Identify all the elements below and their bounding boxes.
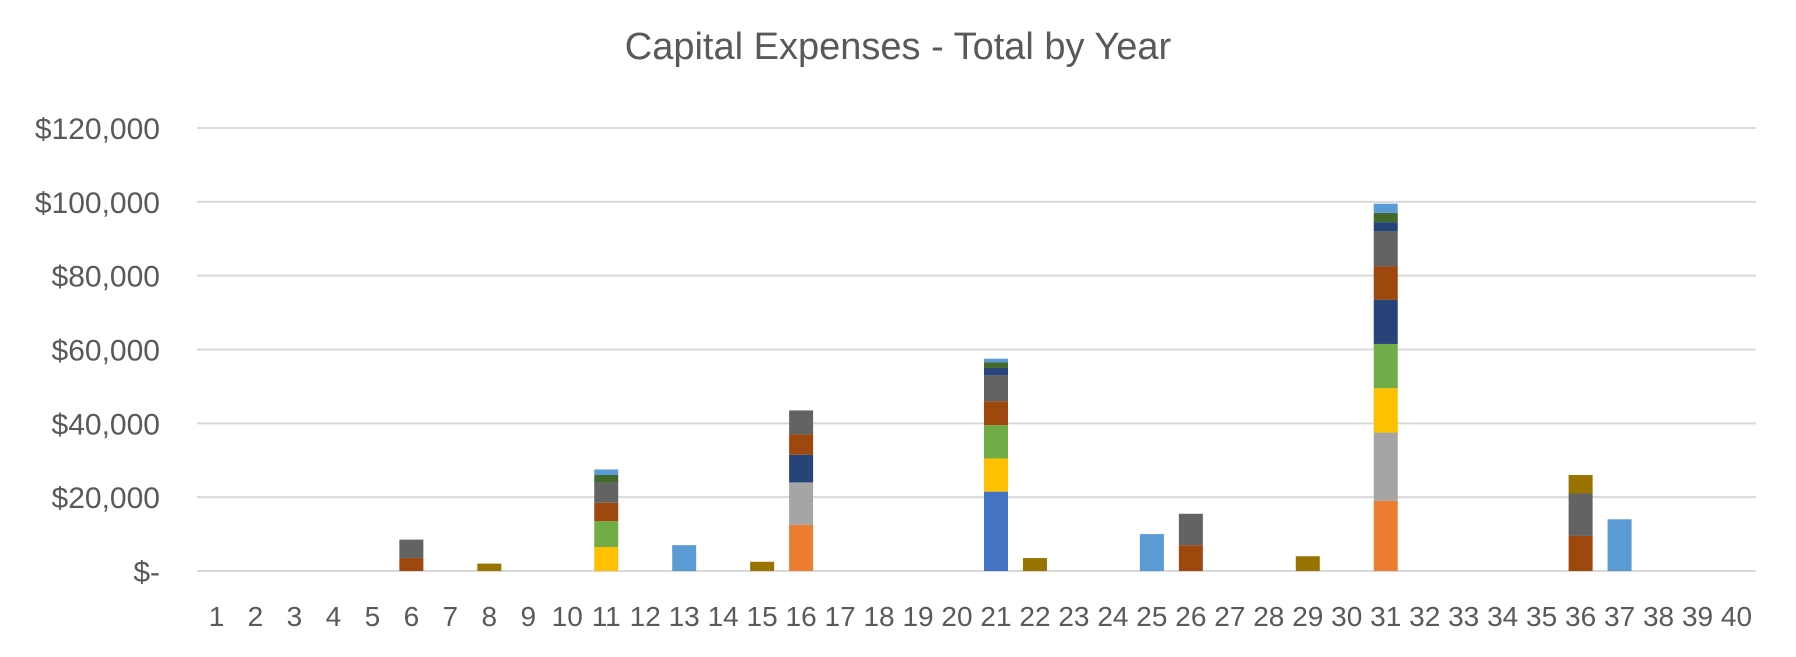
bar-segment [672, 545, 697, 571]
bar-segment [1373, 231, 1398, 267]
x-tick-label: 30 [1331, 601, 1362, 632]
bar-segment [1139, 534, 1164, 571]
bar-segment [1373, 299, 1398, 344]
bar-segment [594, 547, 619, 571]
bar-segment [1373, 266, 1398, 300]
bar-segment [789, 434, 814, 455]
bar-segment [983, 491, 1008, 571]
x-tick-label: 26 [1175, 601, 1206, 632]
bar-segment [789, 482, 814, 525]
y-tick-label: $60,000 [52, 335, 160, 368]
y-tick-label: $100,000 [35, 187, 160, 220]
bars [399, 203, 1632, 571]
bar-segment [983, 425, 1008, 459]
bar-segment [1373, 432, 1398, 501]
bar-segment [1373, 203, 1398, 213]
x-tick-label: 35 [1526, 601, 1557, 632]
y-tick-label: $120,000 [35, 113, 160, 146]
bar-segment [399, 558, 424, 571]
x-tick-label: 12 [630, 601, 661, 632]
bar-segment [789, 524, 814, 571]
x-tick-label: 40 [1721, 601, 1752, 632]
x-tick-label: 20 [941, 601, 972, 632]
x-tick-label: 27 [1214, 601, 1245, 632]
bar-segment [1373, 343, 1398, 389]
bar-segment [1178, 545, 1203, 571]
bar-segment [1568, 475, 1593, 494]
bar-segment [983, 375, 1008, 402]
x-tick-label: 6 [404, 601, 420, 632]
bar-segment [983, 362, 1008, 368]
x-tick-label: 29 [1292, 601, 1323, 632]
bar-segment [983, 358, 1008, 363]
x-tick-label: 31 [1370, 601, 1401, 632]
gridlines [197, 127, 1756, 572]
x-tick-label: 4 [326, 601, 342, 632]
bar-segment [1022, 558, 1047, 571]
bar-segment [789, 410, 814, 435]
x-tick-label: 21 [980, 601, 1011, 632]
bar-segment [750, 561, 775, 571]
x-tick-label: 37 [1604, 601, 1635, 632]
x-tick-label: 39 [1682, 601, 1713, 632]
x-tick-label: 7 [443, 601, 459, 632]
x-tick-label: 38 [1643, 601, 1674, 632]
y-tick-label: $40,000 [52, 408, 160, 441]
x-axis-ticks: 1 2 3 4 5 6 7 8 9 10 11 12 13 14 15 16 17 18 19 20 21 22 23 24 2… [209, 601, 1752, 632]
x-tick-label: 33 [1448, 601, 1479, 632]
bar-segment [1373, 500, 1398, 571]
x-tick-label: 18 [863, 601, 894, 632]
bar-segment [1568, 535, 1593, 571]
x-tick-label: 17 [825, 601, 856, 632]
bar-segment [594, 469, 619, 476]
y-tick-label: $80,000 [52, 261, 160, 294]
bar-segment [1568, 493, 1593, 536]
bar-segment [399, 539, 424, 559]
x-tick-label: 19 [902, 601, 933, 632]
x-tick-label: 32 [1409, 601, 1440, 632]
x-tick-label: 25 [1136, 601, 1167, 632]
x-tick-label: 11 [592, 601, 621, 632]
x-tick-label: 24 [1097, 601, 1128, 632]
bar-segment [983, 458, 1008, 492]
x-tick-label: 36 [1565, 601, 1596, 632]
bar-segment [477, 563, 502, 571]
x-tick-label: 16 [786, 601, 817, 632]
bar-segment [1295, 556, 1320, 571]
bar-segment [1607, 519, 1632, 571]
bar-segment [983, 367, 1008, 376]
bar-segment [594, 482, 619, 503]
x-tick-label: 9 [520, 601, 536, 632]
x-tick-label: 2 [248, 601, 264, 632]
bar-segment [594, 521, 619, 548]
x-tick-label: 8 [482, 601, 498, 632]
x-tick-label: 28 [1253, 601, 1284, 632]
bar-segment [1373, 212, 1398, 223]
bar-segment [1373, 222, 1398, 232]
x-tick-label: 14 [708, 601, 739, 632]
x-tick-label: 22 [1019, 601, 1050, 632]
bar-segment [594, 502, 619, 522]
x-tick-label: 15 [747, 601, 778, 632]
bar-segment [1373, 388, 1398, 433]
y-tick-label: $- [133, 556, 160, 589]
y-tick-label: $20,000 [52, 482, 160, 515]
y-axis-ticks: $- $20,000 $40,000 $60,000 $80,000 $100,000 $1… [35, 113, 160, 589]
x-tick-label: 23 [1058, 601, 1089, 632]
x-tick-label: 3 [287, 601, 303, 632]
x-tick-label: 1 [209, 601, 225, 632]
x-tick-label: 10 [552, 601, 583, 632]
bar-segment [594, 475, 619, 483]
x-tick-label: 5 [365, 601, 381, 632]
bar-segment [789, 454, 814, 483]
x-tick-label: 13 [669, 601, 700, 632]
bar-segment [1178, 513, 1203, 546]
chart-title: Capital Expenses - Total by Year [624, 26, 1172, 68]
bar-segment [983, 401, 1008, 426]
x-tick-label: 34 [1487, 601, 1518, 632]
